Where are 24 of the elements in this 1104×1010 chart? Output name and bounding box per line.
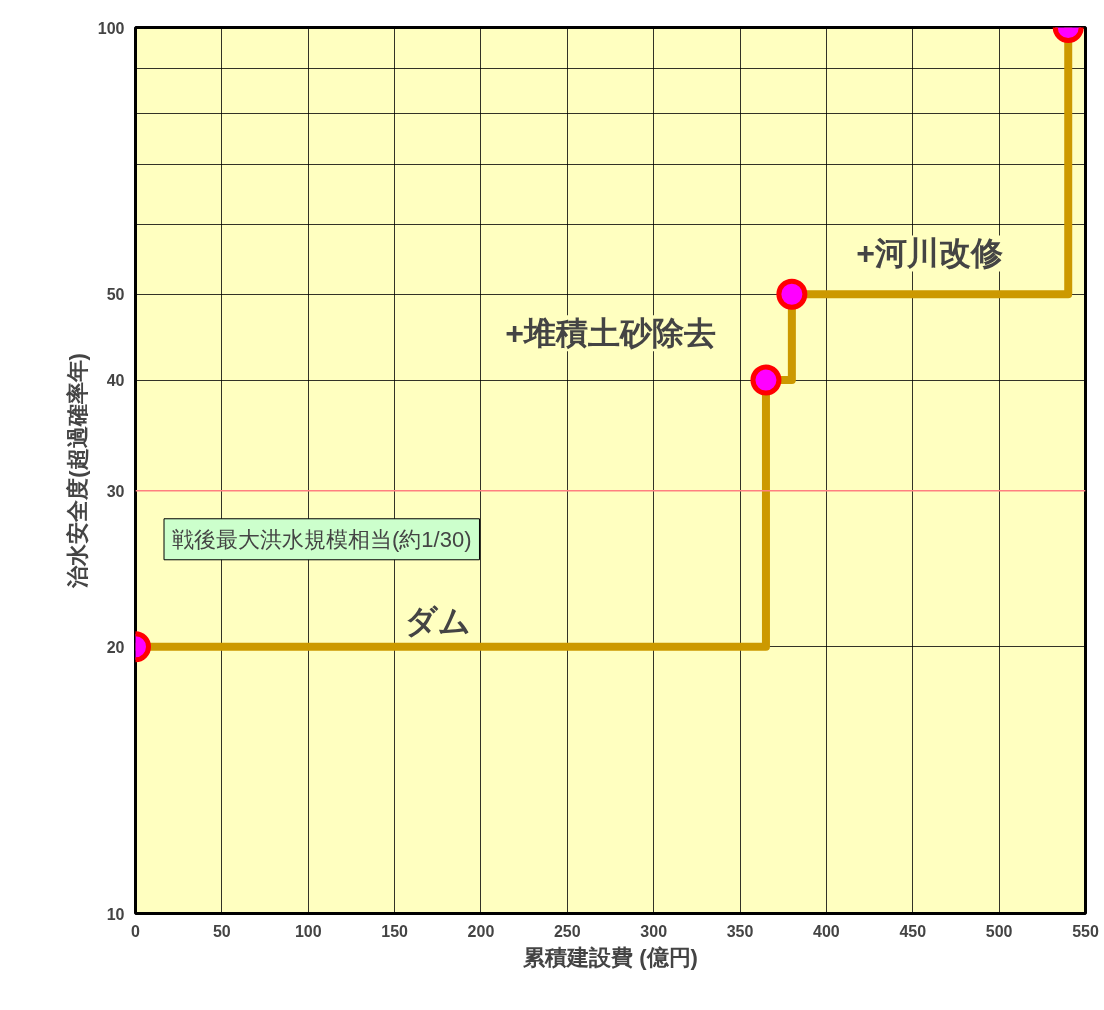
x-tick-label: 500 <box>985 922 1013 940</box>
x-tick-label: 400 <box>813 922 840 940</box>
y-tick-label: 100 <box>97 19 125 37</box>
x-tick-label: 0 <box>131 922 141 940</box>
x-tick-label: 350 <box>726 922 754 940</box>
y-tick-label: 10 <box>106 905 125 923</box>
y-axis-title: 治水安全度(超過確率年) <box>64 353 90 589</box>
annotation: +河川改修 <box>856 235 1004 272</box>
x-tick-label: 200 <box>467 922 495 940</box>
x-tick-label: 100 <box>294 922 322 940</box>
x-tick-label: 50 <box>212 922 231 940</box>
x-axis-title: 累積建設費 (億円) <box>522 944 698 970</box>
x-tick-label: 450 <box>899 922 927 940</box>
x-tick-label: 150 <box>381 922 409 940</box>
annotation: +堆積土砂除去 <box>505 315 716 352</box>
y-tick-label: 50 <box>106 286 125 304</box>
y-tick-label: 20 <box>106 638 125 656</box>
y-tick-label: 30 <box>106 482 125 500</box>
x-tick-label: 300 <box>640 922 668 940</box>
x-tick-label: 550 <box>1072 922 1099 940</box>
y-tick-label: 40 <box>106 372 125 390</box>
ref-line-label: 戦後最大洪水規模相当(約1/30) <box>172 526 472 552</box>
x-tick-label: 250 <box>553 922 581 940</box>
annotation: ダム <box>404 603 471 640</box>
